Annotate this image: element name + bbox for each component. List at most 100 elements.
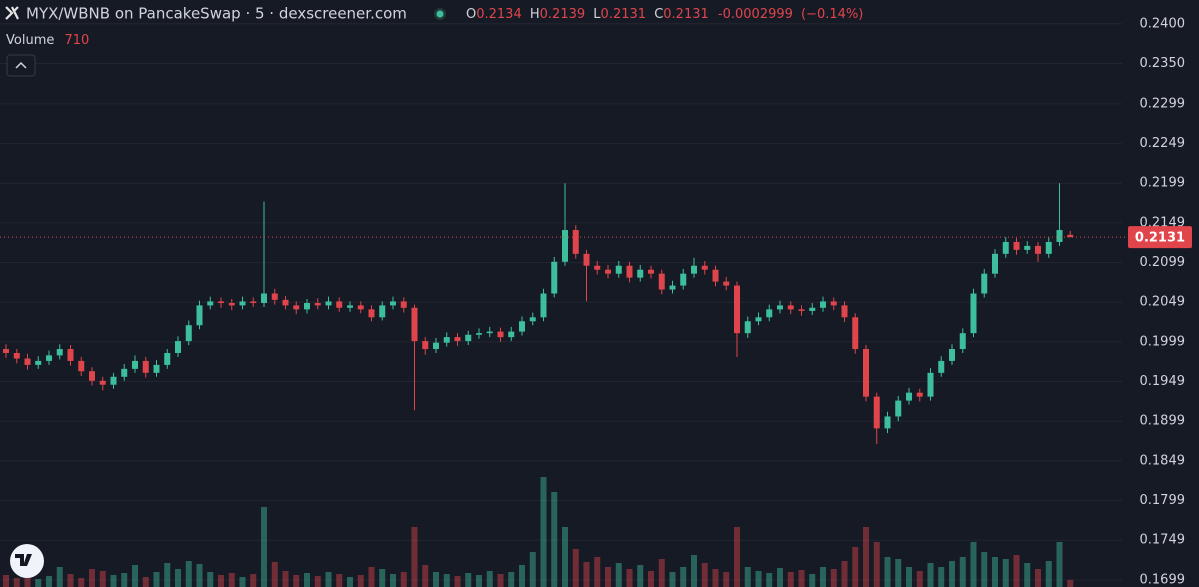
volume-bar (46, 576, 52, 587)
candle-body (164, 352, 171, 365)
candle-body (691, 265, 697, 274)
candle-body (680, 273, 687, 286)
candle-body (357, 305, 364, 310)
candle-body (852, 317, 859, 350)
volume-bar (519, 565, 525, 587)
candle-body (250, 301, 257, 304)
volume-bar (89, 569, 95, 587)
tradingview-logo[interactable] (10, 544, 44, 578)
candle-body (755, 317, 762, 322)
candle-body (959, 333, 966, 350)
y-tick-label: 0.2400 (1140, 16, 1186, 31)
volume-bar (916, 571, 923, 587)
volume-bar (787, 572, 794, 587)
candle-body (508, 331, 515, 338)
candle-body (13, 352, 20, 359)
candle-body (35, 360, 42, 365)
change-percent: (−0.14%) (801, 7, 863, 22)
volume-bar (56, 567, 63, 587)
candle-body (293, 305, 300, 310)
volume-bar (433, 572, 439, 587)
last-price-label: 0.2131 (1135, 231, 1185, 246)
candle-body (841, 305, 848, 318)
volume-bar (1013, 555, 1020, 587)
volume-bar (379, 569, 386, 587)
candle-body (336, 301, 343, 308)
volume-bar (35, 579, 42, 587)
candle-body (626, 265, 633, 278)
volume-legend: Volume 710 (6, 33, 89, 48)
candle-body (24, 358, 31, 365)
y-tick-label: 0.1749 (1140, 533, 1186, 548)
volume-bar (422, 565, 429, 587)
candle-body (766, 309, 773, 318)
candle-body (873, 396, 880, 429)
candle-body (1056, 230, 1063, 242)
candle-body (916, 392, 923, 397)
volume-bar (400, 572, 407, 587)
volume-bar (142, 577, 149, 587)
close-label: C (654, 7, 663, 22)
candle-body (734, 285, 740, 334)
volume-bar (218, 575, 224, 587)
y-tick-label: 0.2299 (1140, 96, 1186, 111)
volume-bar (336, 574, 343, 587)
candle-body (1002, 241, 1009, 254)
volume-bar (497, 574, 504, 587)
volume-bar (368, 567, 375, 587)
high-value: 0.2139 (540, 7, 586, 22)
candle-body (949, 349, 955, 361)
candle-body (282, 299, 289, 306)
candle-body (110, 376, 117, 385)
ohlc-legend: O0.2134 H0.2139 L0.2131 C0.2131 -0.00029… (466, 7, 863, 22)
high-label: H (530, 7, 540, 22)
y-tick-label: 0.2249 (1140, 136, 1186, 151)
volume-bar (13, 578, 20, 587)
collapse-button[interactable] (6, 54, 36, 77)
volume-bar (228, 573, 235, 587)
volume-bar (863, 527, 869, 587)
candle-body (99, 380, 106, 385)
volume-bar (67, 574, 74, 587)
volume-bar (766, 573, 773, 587)
candle-body (1045, 241, 1052, 254)
collapse-button-box[interactable] (6, 54, 36, 77)
volume-bar (24, 572, 31, 587)
candle-body (46, 355, 52, 361)
grid (0, 23, 1122, 581)
volume-bar (121, 573, 128, 587)
candle-body (1024, 245, 1031, 250)
volume-bar (981, 552, 988, 587)
candle-body (981, 273, 988, 294)
volume-bar (3, 575, 9, 587)
y-tick-label: 0.1799 (1140, 493, 1186, 508)
candle-body (562, 230, 568, 262)
volume-bar (820, 567, 826, 587)
candle-body (540, 293, 547, 318)
candle-body (228, 303, 235, 306)
candle-body (658, 273, 665, 290)
candle-body (314, 303, 321, 306)
last-price-badge (1128, 226, 1192, 249)
y-tick-label: 0.2350 (1140, 56, 1186, 71)
candle-body (605, 269, 611, 274)
candle-body (465, 334, 472, 342)
candle-body (744, 321, 751, 334)
candle-body (820, 301, 826, 308)
y-tick-label: 0.1899 (1140, 414, 1186, 429)
volume-bar (723, 572, 730, 587)
volume-bar (207, 572, 214, 587)
candle-body (218, 301, 224, 304)
candle-body (207, 301, 214, 306)
volume-bar (669, 572, 676, 587)
candle-body (433, 342, 439, 350)
volume-bar (809, 574, 816, 587)
y-tick-label: 0.2099 (1140, 255, 1186, 270)
candle-body (583, 253, 590, 266)
candle-body (992, 253, 998, 274)
volume-bar (648, 571, 654, 587)
volume-bar (744, 567, 751, 587)
candle-body (89, 371, 95, 381)
